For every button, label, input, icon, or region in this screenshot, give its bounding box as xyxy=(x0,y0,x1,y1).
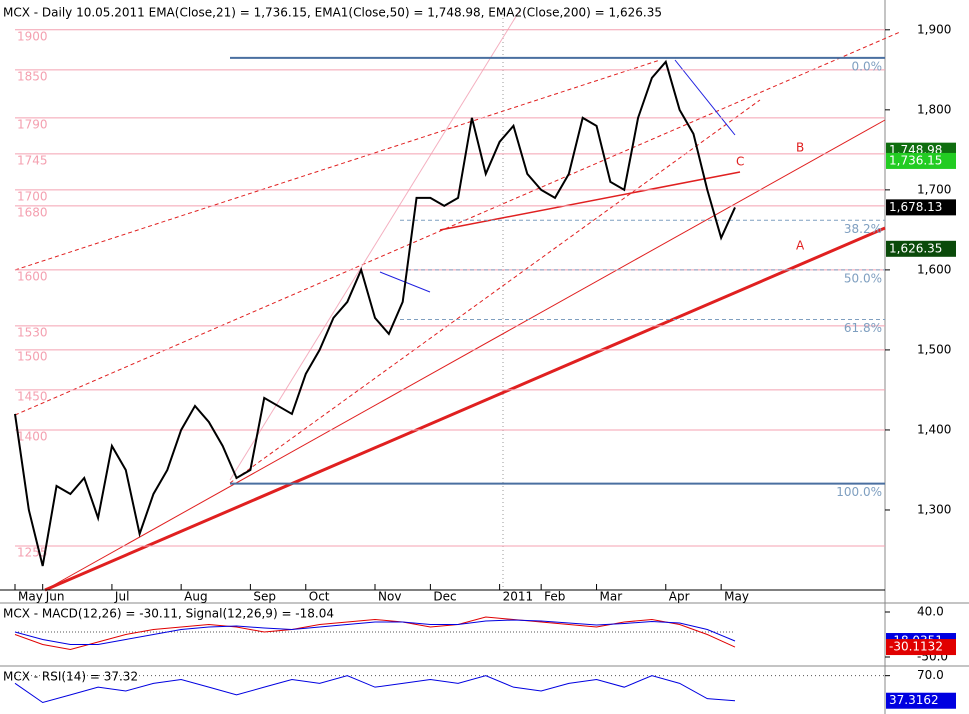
panel-title: MCX - MACD(12,26) = -30.11, Signal(12,26… xyxy=(3,607,334,621)
last-value-box xyxy=(886,692,956,709)
series-line xyxy=(14,619,736,645)
trendlines xyxy=(14,9,901,592)
x-tick-label: Aug xyxy=(184,590,207,604)
y-tick-label: 1,300 xyxy=(917,502,951,516)
level-label: 1450 xyxy=(17,389,48,403)
fib-label: 50.0% xyxy=(844,271,882,285)
x-tick-label: Oct xyxy=(309,590,330,604)
channel-line xyxy=(14,59,661,271)
x-tick-label: Mar xyxy=(600,590,623,604)
annotation: C xyxy=(736,155,744,169)
last-value-box xyxy=(886,152,956,169)
last-value-label: 1,678.13 xyxy=(889,200,942,214)
last-value-box xyxy=(886,199,956,216)
level-label: 1500 xyxy=(17,349,48,363)
y-tick-label: 1,400 xyxy=(917,422,951,436)
panel-title: MCX - RSI(14) = 37.32 xyxy=(3,670,138,684)
series-line xyxy=(14,59,736,567)
y-tick-label: 1,800 xyxy=(917,102,951,116)
last-value-label: 37.3162 xyxy=(889,693,939,707)
level-label: 1400 xyxy=(17,429,48,443)
fan-line xyxy=(229,9,521,481)
x-tick-label: 2011 xyxy=(503,590,534,604)
level-label: 1700 xyxy=(17,189,48,203)
fib-label: 61.8% xyxy=(844,321,882,335)
last-value-label: -30.1132 xyxy=(889,640,943,654)
x-tick-label: Jul xyxy=(114,590,129,604)
level-label: 1745 xyxy=(17,153,48,167)
y-tick-label: 1,700 xyxy=(917,182,951,196)
neckline xyxy=(439,171,741,231)
y-tick-label: 70.0 xyxy=(917,668,944,682)
last-value-label: 1,736.15 xyxy=(889,153,942,167)
series-line xyxy=(14,675,736,704)
level-label: 1850 xyxy=(17,69,48,83)
level-label: 1255 xyxy=(17,545,48,559)
x-tick-label: Jun xyxy=(45,590,65,604)
trendline xyxy=(44,119,886,591)
last-value-label: 1,626.35 xyxy=(889,241,942,255)
last-value-box xyxy=(886,639,956,656)
level-label: 1530 xyxy=(17,325,48,339)
level-label: 1790 xyxy=(17,117,48,131)
level-label: 1680 xyxy=(17,205,48,219)
x-tick-label: Apr xyxy=(669,590,690,604)
channel-line xyxy=(229,99,761,484)
level-label: 1600 xyxy=(17,269,48,283)
x-tick-label: May xyxy=(724,590,749,604)
fib-label: 38.2% xyxy=(844,222,882,236)
x-tick-label: May xyxy=(18,590,43,604)
x-tick-label: Dec xyxy=(433,590,456,604)
y-tick-label: 1,900 xyxy=(917,22,951,36)
last-value-box xyxy=(886,240,956,257)
level-label: 1900 xyxy=(17,29,48,43)
x-tick-label: Nov xyxy=(378,590,401,604)
annotation: B xyxy=(796,141,804,155)
fib-label: 100.0% xyxy=(836,485,882,499)
x-tick-label: Sep xyxy=(253,590,276,604)
x-tick-label: Feb xyxy=(544,590,565,604)
trendline xyxy=(44,226,886,592)
chart-title: MCX - Daily 10.05.2011 EMA(Close,21) = 1… xyxy=(3,6,662,20)
y-tick-label: 40.0 xyxy=(917,605,944,619)
trendline xyxy=(674,59,736,136)
fib-label: 0.0% xyxy=(852,59,883,73)
y-tick-label: 1,500 xyxy=(917,342,951,356)
y-tick-label: 1,600 xyxy=(917,262,951,276)
annotation: A xyxy=(796,239,805,253)
